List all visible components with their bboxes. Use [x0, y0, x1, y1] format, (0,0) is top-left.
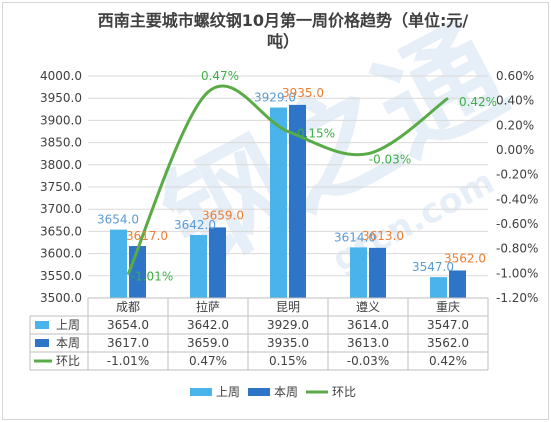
- category-label: 昆明: [276, 300, 300, 314]
- ratio-line-path: [126, 84, 449, 276]
- left-tick-label: 3750.0: [40, 180, 82, 194]
- table-cell: 0.47%: [189, 354, 227, 368]
- data-label-ratio: 0.47%: [201, 69, 239, 83]
- bar-last-week: [430, 277, 447, 298]
- right-tick-label: 0.20%: [496, 118, 534, 132]
- table-row-label: 本周: [56, 336, 80, 350]
- left-tick-label: 4000.0: [40, 69, 82, 83]
- chart-title-line1: 西南主要城市螺纹钢10月第一周价格趋势（单位:元/: [98, 11, 469, 30]
- left-tick-label: 3500.0: [40, 291, 82, 305]
- category-label: 遵义: [356, 299, 380, 314]
- bar-this-week: [209, 227, 226, 298]
- left-tick-label: 3600.0: [40, 247, 82, 261]
- right-tick-label: -0.60%: [496, 217, 538, 231]
- table-cell: 3929.0: [267, 318, 309, 332]
- legend-label: 上周: [216, 385, 240, 399]
- right-tick-label: 0.40%: [496, 94, 534, 108]
- data-label-ratio: -0.03%: [369, 153, 411, 167]
- right-tick-label: -0.40%: [496, 192, 538, 206]
- legend-label: 环比: [332, 385, 356, 399]
- data-label-last-week: 3642.0: [174, 218, 216, 232]
- data-label-this-week: 3617.0: [126, 229, 168, 243]
- data-label-ratio: 0.42%: [459, 95, 497, 109]
- bar-last-week: [350, 247, 367, 298]
- table-cell: 3935.0: [267, 336, 309, 350]
- category-label: 重庆: [436, 300, 460, 314]
- table-cell: -1.01%: [107, 354, 149, 368]
- data-label-this-week: 3562.0: [444, 251, 486, 265]
- data-label-last-week: 3929.0: [254, 91, 296, 105]
- legend-swatch: [248, 388, 270, 396]
- table-cell: 0.42%: [429, 354, 467, 368]
- table-cell: 3562.0: [427, 336, 469, 350]
- right-tick-label: -0.20%: [496, 168, 538, 182]
- right-tick-label: -1.00%: [496, 266, 538, 280]
- left-tick-label: 3900.0: [40, 113, 82, 127]
- legend-swatch: [190, 388, 212, 396]
- left-tick-label: 3850.0: [40, 136, 82, 150]
- data-label-this-week: 3613.0: [362, 229, 404, 243]
- left-tick-label: 3700.0: [40, 202, 82, 216]
- ratio-line: [126, 84, 449, 276]
- table-legend-swatch: [35, 321, 49, 329]
- table-row-label: 上周: [56, 318, 80, 332]
- legend-label: 本周: [274, 385, 298, 399]
- table-cell: -0.03%: [347, 354, 389, 368]
- right-tick-label: 0.00%: [496, 143, 534, 157]
- data-labels: 3654.0 3642.0 3929.0 3614.0 3547.0 3617.0 3659…: [97, 69, 497, 284]
- left-axis: 4000.0 3950.0 3900.0 3850.0 3800.0 3750.0 3700…: [40, 69, 82, 305]
- bar-last-week: [190, 234, 207, 298]
- table-cell: 3642.0: [187, 318, 229, 332]
- category-label: 拉萨: [196, 299, 220, 314]
- table-cell: 3617.0: [107, 336, 149, 350]
- right-tick-label: -0.80%: [496, 242, 538, 256]
- data-label-ratio: 0.15%: [297, 127, 335, 141]
- bar-this-week: [289, 104, 306, 298]
- table-legend-swatch: [35, 339, 49, 347]
- category-label: 成都: [116, 300, 140, 314]
- bar-this-week: [449, 270, 466, 298]
- data-label-this-week: 3935.0: [282, 86, 324, 100]
- left-tick-label: 3550.0: [40, 269, 82, 283]
- left-tick-label: 3650.0: [40, 224, 82, 238]
- right-tick-label: -1.20%: [496, 291, 538, 305]
- table-row-label: 环比: [56, 354, 80, 368]
- data-label-last-week: 3614.0: [334, 230, 376, 244]
- data-label-this-week: 3659.0: [202, 208, 244, 222]
- table-cell: 3614.0: [347, 318, 389, 332]
- gridlines: [88, 75, 488, 299]
- bar-last-week: [110, 229, 127, 298]
- legend: 上周 本周 环比: [190, 385, 356, 399]
- data-label-last-week: 3654.0: [97, 213, 139, 227]
- left-tick-label: 3950.0: [40, 91, 82, 105]
- table-cell: 3613.0: [347, 336, 389, 350]
- data-label-last-week: 3547.0: [412, 260, 454, 274]
- chart-title-line2: 吨）: [267, 32, 299, 51]
- bar-this-week: [369, 247, 386, 298]
- data-label-ratio: -1.01%: [131, 270, 173, 284]
- right-axis: 0.60% 0.40% 0.20% 0.00% -0.20% -0.40% -0.60% -0…: [496, 69, 538, 305]
- bar-last-week: [270, 107, 287, 298]
- table-cell: 3547.0: [427, 318, 469, 332]
- table-cell: 3654.0: [107, 318, 149, 332]
- right-tick-label: 0.60%: [496, 69, 534, 83]
- table-cell: 0.15%: [269, 354, 307, 368]
- table-cell: 3659.0: [187, 336, 229, 350]
- left-tick-label: 3800.0: [40, 158, 82, 172]
